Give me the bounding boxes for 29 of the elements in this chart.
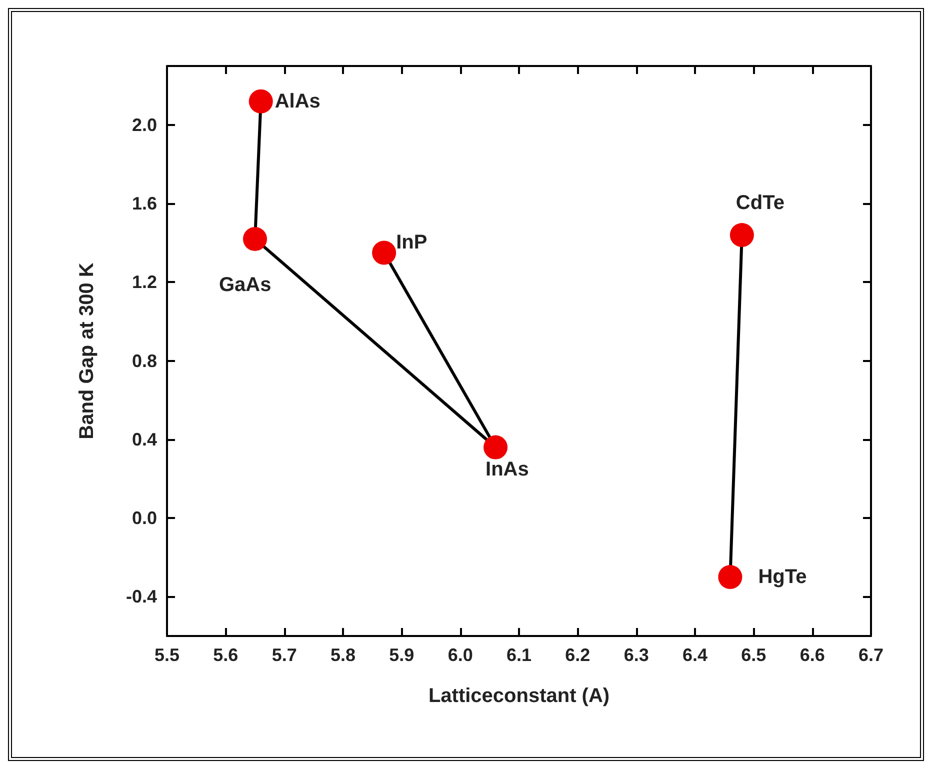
- x-tick-label: 6.3: [624, 645, 649, 665]
- annotation: InAs: [486, 458, 529, 480]
- x-tick-label: 6.6: [800, 645, 825, 665]
- x-tick-label: 6.2: [565, 645, 590, 665]
- y-tick-label: 0.8: [132, 350, 157, 371]
- x-tick-label: 5.9: [389, 645, 414, 665]
- x-tick-label: 5.7: [272, 645, 297, 665]
- x-tick-label: 5.5: [154, 645, 180, 665]
- y-tick-label: -0.4: [126, 586, 157, 607]
- y-tick-label: 0.0: [132, 508, 157, 528]
- double-frame: Band Gap at 300 K Latticeconstant (A) -0.4 0.0 0.4 0.8 1.2 1.6 2.0 5.5 5.6 5.7 5.8 5.9 6.0 6.1 6.2 6.3 6.4 6.5 6.6 6.7 AlAs GaAs InP InAs CdTe HgTe: [8, 8, 924, 761]
- y-tick-label: 1.6: [132, 194, 157, 214]
- x-tick-label: 6.5: [741, 645, 766, 665]
- annotation: HgTe: [758, 566, 807, 588]
- y-tick-label: 1.2: [132, 272, 157, 292]
- annotation: GaAs: [219, 274, 272, 296]
- y-tick-label: 0.4: [132, 429, 157, 450]
- x-tick-label: 6.7: [858, 645, 884, 665]
- x-tick-label: 6.1: [506, 645, 532, 665]
- annotation: AlAs: [274, 90, 320, 112]
- x-tick-label: 6.0: [448, 645, 473, 665]
- y-tick-label: 2.0: [132, 114, 157, 135]
- x-tick-label: 5.6: [213, 645, 238, 665]
- x-tick-label: 6.4: [682, 645, 708, 665]
- annotation: CdTe: [736, 192, 784, 214]
- x-axis-title: Latticeconstant (A): [428, 685, 610, 707]
- x-tick-label: 5.8: [330, 645, 356, 665]
- annotation: InP: [396, 232, 428, 254]
- y-axis-title: Band Gap at 300 K: [76, 262, 98, 440]
